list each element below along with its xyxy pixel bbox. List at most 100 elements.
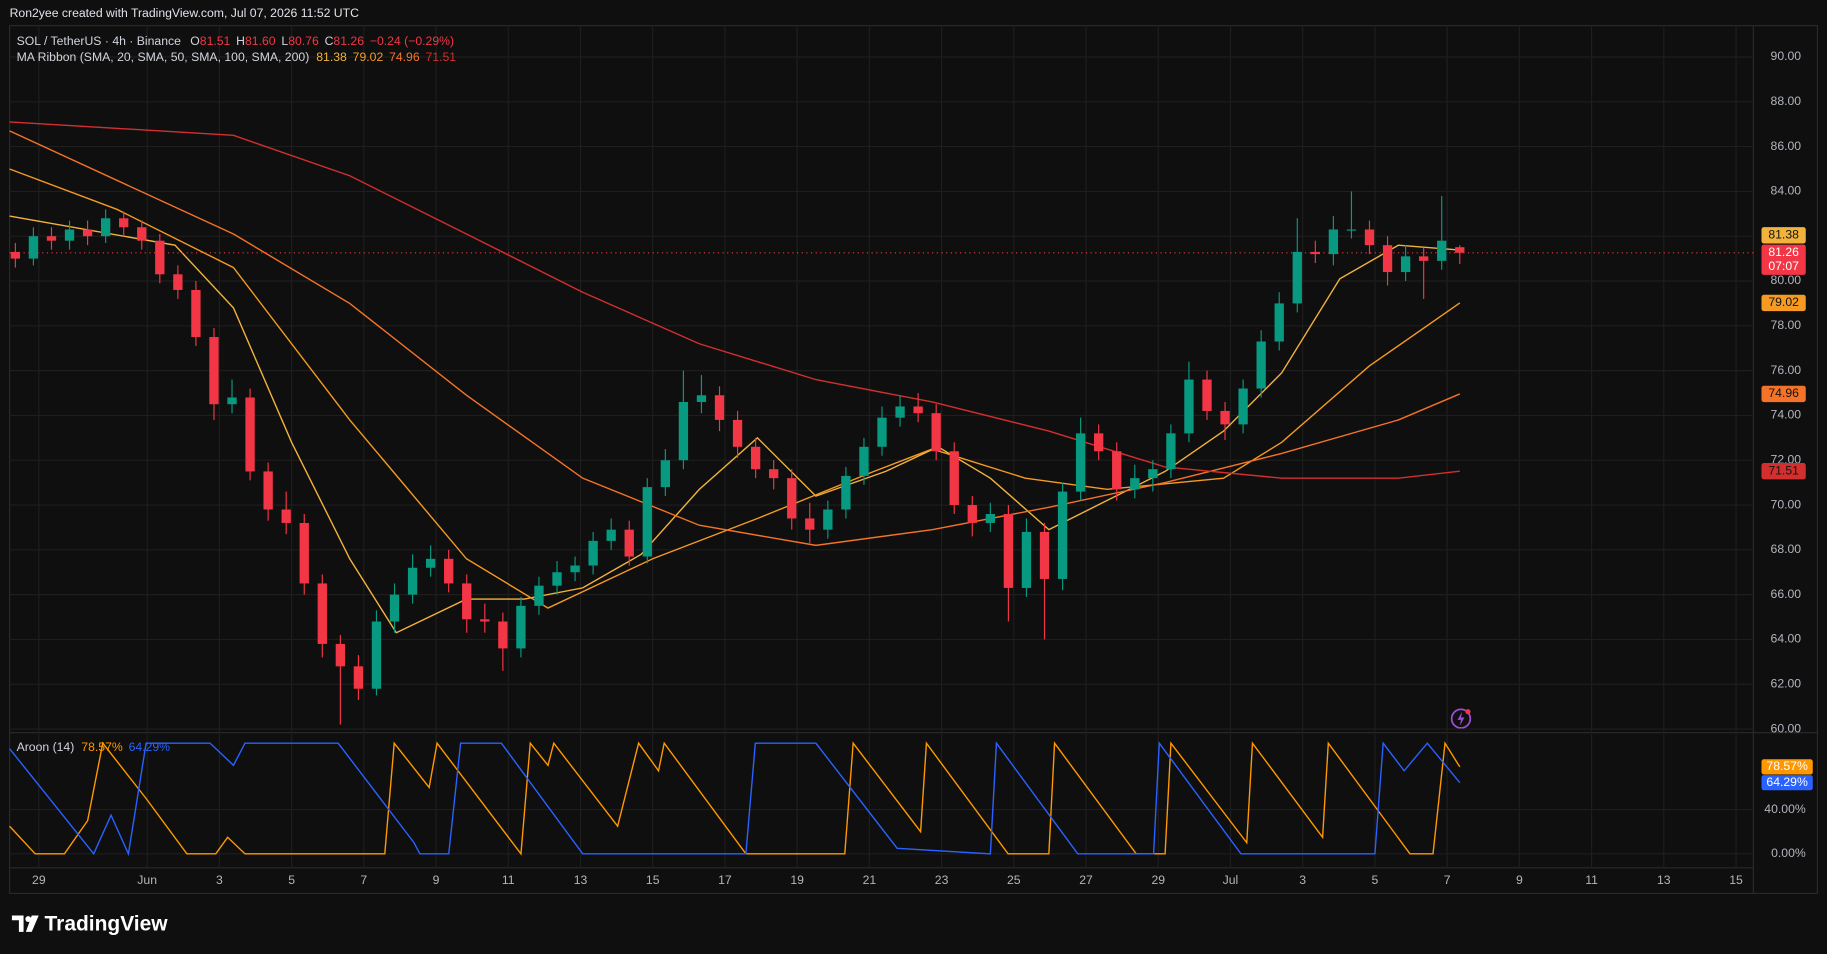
legend-text: 71.51 (425, 50, 456, 64)
candle-body (209, 337, 219, 405)
indicator-badge (1761, 759, 1813, 775)
chart-frame (9, 25, 1818, 895)
candle-body (173, 274, 183, 290)
x-tick-label: 11 (1585, 873, 1598, 887)
x-tick-label: 9 (433, 873, 440, 887)
price-badge (1761, 227, 1806, 244)
candle-body (1274, 303, 1284, 342)
y-tick-label: 86.00 (1771, 139, 1802, 153)
candle-body (227, 397, 237, 405)
line (9, 130, 1461, 547)
candle-body (1256, 341, 1266, 389)
candle-body (10, 251, 21, 259)
y-tick-label: 40.00% (1764, 802, 1806, 816)
candle-body (660, 460, 671, 488)
candle-body (191, 289, 201, 338)
legend-text: O (190, 34, 200, 48)
alert-bolt[interactable] (1457, 711, 1465, 726)
price-badge (1761, 463, 1806, 480)
price-badge (1761, 385, 1806, 403)
x-tick-label: 5 (288, 873, 295, 887)
y-tick-label: 64.00 (1771, 632, 1802, 646)
logo[interactable]: TradingView (11, 912, 169, 935)
alert-icon[interactable] (1450, 708, 1472, 729)
x-tick-label: 25 (1007, 873, 1021, 887)
legend-text: −0.24 (−0.29%) (370, 34, 454, 48)
x-tick-label: 21 (863, 873, 877, 887)
x-tick-label: 13 (574, 873, 588, 887)
candle-body (498, 621, 508, 649)
line (9, 741, 1461, 857)
x-tick-label: 3 (1299, 873, 1306, 887)
candle-body (462, 583, 472, 620)
legend-text: 64.29% (129, 740, 171, 754)
candle-body (299, 522, 309, 584)
y-tick-label: 62.00 (1771, 676, 1802, 690)
candle-body (1419, 256, 1429, 261)
price-badge (1761, 244, 1806, 275)
candle-body (1202, 379, 1212, 411)
legend-text: 81.26 (333, 34, 364, 48)
legend-text: 79.02 (353, 50, 384, 64)
legend-text: 81.51 (200, 34, 231, 48)
candle-body (317, 583, 327, 644)
candle-body (913, 406, 923, 414)
legend-text: C (325, 34, 334, 48)
logo-mark (11, 915, 24, 932)
candle-body (371, 621, 382, 689)
y-tick-label: 76.00 (1771, 363, 1802, 377)
legend-text: 74.96 (389, 50, 420, 64)
line (9, 741, 1461, 856)
logo-mark (25, 915, 39, 932)
indicator-badge-label: 64.29% (1766, 775, 1808, 789)
logo-text[interactable]: TradingView (45, 912, 169, 935)
y-tick-label: 66.00 (1771, 587, 1802, 601)
legend-text: L (281, 34, 288, 48)
y-tick-label: 0.00% (1771, 846, 1806, 860)
x-tick-label: Jun (137, 873, 157, 887)
candle-body (1130, 478, 1140, 490)
logo-mark (25, 916, 32, 922)
price-badge-label: 74.96 (1768, 386, 1799, 400)
candle-body (931, 413, 941, 452)
candle-body (119, 218, 129, 228)
candle-body (769, 469, 779, 479)
candle-body (1310, 251, 1320, 255)
legend-text: 81.38 (316, 50, 347, 64)
legend-row: MA Ribbon (SMA, 20, SMA, 50, SMA, 100, S… (17, 50, 457, 64)
x-tick-label: 9 (1516, 873, 1523, 887)
candle-body (552, 572, 562, 586)
candle-body (624, 529, 634, 557)
x-tick-label: 23 (935, 873, 949, 887)
candle-body (967, 505, 977, 523)
x-tick-label: 7 (360, 873, 367, 887)
x-tick-label: 19 (790, 873, 804, 887)
candle-body (1021, 531, 1032, 588)
y-tick-label: 78.00 (1771, 318, 1802, 332)
x-tick-label: 5 (1372, 873, 1379, 887)
line (9, 215, 1460, 634)
candle-body (750, 446, 761, 470)
alert-circle[interactable] (1450, 708, 1472, 729)
candle-body (1328, 229, 1339, 255)
candle-body (805, 518, 815, 530)
indicator-badge-label: 78.57% (1766, 759, 1808, 773)
x-tick-label: 29 (32, 873, 46, 887)
candle-body (1184, 379, 1194, 434)
y-tick-label: 72.00 (1771, 452, 1802, 466)
candle-body (444, 558, 454, 584)
countdown-label: 07:07 (1768, 259, 1799, 273)
price-badge-label: 79.02 (1768, 295, 1799, 309)
candle-body (480, 619, 490, 622)
candle-body (877, 417, 887, 447)
candle-body (859, 446, 869, 476)
candle-body (155, 240, 165, 275)
candle-body (1382, 245, 1393, 273)
candle-body (100, 218, 111, 237)
y-tick-label: 84.00 (1771, 184, 1802, 198)
candle-body (1112, 451, 1122, 490)
legend-text: MA Ribbon (SMA, 20, SMA, 50, SMA, 100, S… (17, 50, 310, 64)
candle-body (985, 513, 995, 523)
